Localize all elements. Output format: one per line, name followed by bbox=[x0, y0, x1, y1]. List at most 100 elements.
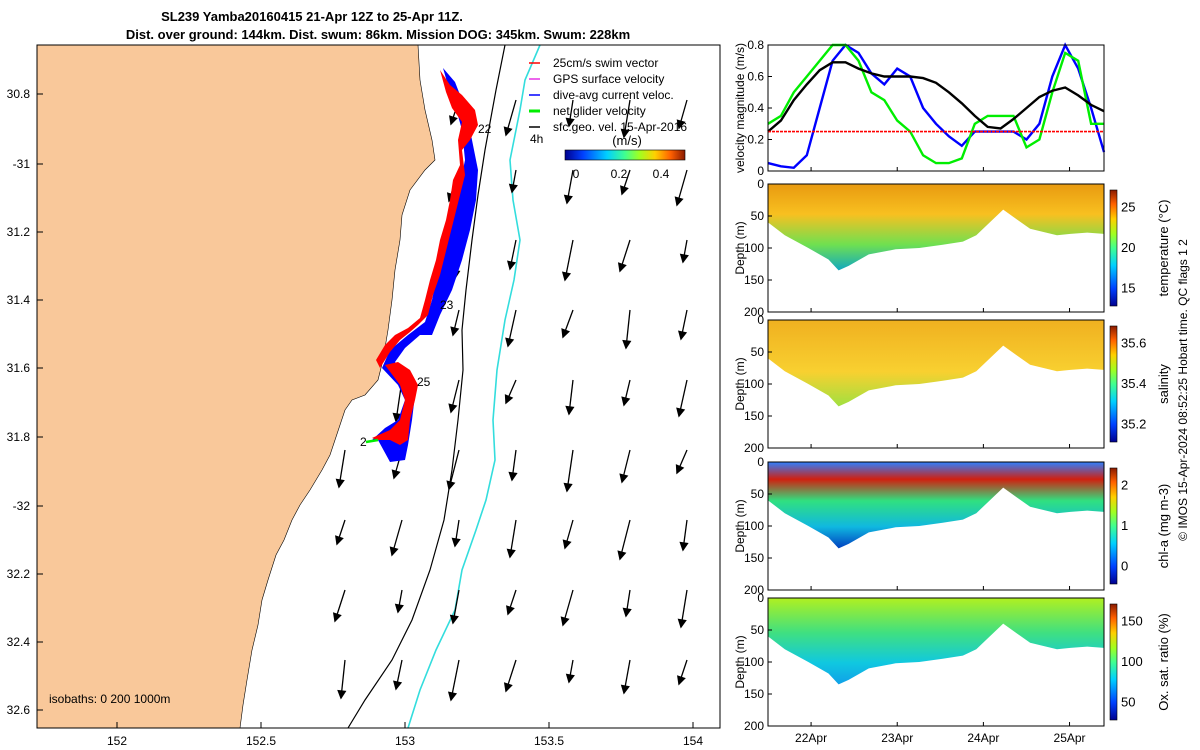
velocity-y-tick-label: 0.6 bbox=[747, 70, 764, 84]
map-x-tick-label: 152.5 bbox=[246, 734, 276, 748]
chl-a-section-panel: 0 50 100 150 200 Depth (m) 2 1 0 chl-a (mg m-3) bbox=[733, 455, 1171, 597]
current-arrow bbox=[674, 169, 688, 207]
isobaths-label: isobaths: 0 200 1000m bbox=[49, 692, 170, 706]
velocity-y-tick-label: 0.8 bbox=[747, 38, 764, 52]
map-y-tick-label: -32 bbox=[13, 499, 31, 513]
map-x-tick-label: 153 bbox=[395, 734, 415, 748]
current-arrow bbox=[506, 589, 517, 616]
oxygen-colorbar bbox=[1109, 603, 1118, 721]
salinity-colorbar-tick: 35.6 bbox=[1121, 335, 1146, 350]
velocity-series-line bbox=[767, 61, 1105, 133]
map-panel: 22 23 25 2 25cm/s swim vector GPS surfac… bbox=[7, 44, 721, 748]
current-arrow bbox=[677, 659, 688, 686]
net-glider-velocity-segment bbox=[365, 438, 379, 444]
isobath-200m-line bbox=[347, 44, 506, 729]
oxygen-colorbar-tick: 50 bbox=[1121, 695, 1135, 710]
geo-velocity-arrows bbox=[332, 99, 689, 702]
depth-tick-label: 0 bbox=[757, 313, 764, 327]
colorbar-tick-1: 0.2 bbox=[611, 167, 628, 181]
velocity-panel: 0 0.2 0.4 0.6 0.8 velocity magnitude (m/s) bbox=[733, 38, 1106, 178]
temperature-colorbar-tick: 15 bbox=[1121, 281, 1135, 296]
temperature-colorbar bbox=[1109, 189, 1118, 307]
current-arrow bbox=[335, 449, 346, 489]
legend-item-geo-velocity: sfc.geo. vel. 15-Apr-2016 bbox=[529, 120, 687, 134]
velocity-y-tick-label: 0.4 bbox=[747, 101, 764, 115]
depth-tick-label: 50 bbox=[751, 345, 765, 359]
chl-a-colorbar-tick: 1 bbox=[1121, 518, 1128, 533]
map-frame bbox=[36, 44, 721, 729]
section-x-tick-label: 25Apr bbox=[1054, 731, 1086, 745]
oxygen-section-fill bbox=[768, 598, 1104, 685]
swim-vector-region bbox=[376, 70, 478, 368]
current-arrow bbox=[507, 239, 517, 271]
current-arrow bbox=[450, 309, 460, 337]
current-arrow bbox=[449, 589, 460, 625]
current-arrow bbox=[446, 449, 460, 491]
current-arrow bbox=[563, 449, 574, 493]
colorbar-tick-0: 0 bbox=[573, 167, 580, 181]
depth-tick-label: 100 bbox=[744, 655, 764, 669]
swim-vector-region-south bbox=[372, 362, 418, 445]
dive-avg-current-region bbox=[372, 68, 478, 462]
velocity-series bbox=[767, 42, 1106, 170]
current-arrow bbox=[560, 589, 574, 627]
depth-tick-label: 150 bbox=[744, 687, 764, 701]
temperature-section-panel: 0 50 100 150 200 Depth (m) 25 20 15 temperature (… bbox=[733, 177, 1171, 319]
current-arrow bbox=[451, 519, 461, 548]
salinity-colorbar bbox=[1109, 325, 1118, 443]
glider-track: 22 23 25 2 bbox=[360, 68, 492, 462]
map-y-tick-label: 32.2 bbox=[7, 567, 31, 581]
current-arrow bbox=[332, 589, 346, 623]
salinity-section-panel: 0 50 100 150 200 Depth (m) 35.6 35.4 35.2 salinit… bbox=[733, 313, 1171, 455]
map-y-tick-label: 31.4 bbox=[7, 293, 31, 307]
figure-subtitle: Dist. over ground: 144km. Dist. swum: 86… bbox=[126, 27, 630, 42]
current-arrow bbox=[565, 379, 575, 416]
current-arrow bbox=[675, 449, 688, 475]
current-arrow bbox=[394, 589, 404, 614]
section-x-tick-label: 23Apr bbox=[881, 731, 913, 745]
chl-a-colorbar-tick: 2 bbox=[1121, 477, 1128, 492]
oxygen-colorbar-tick: 100 bbox=[1121, 654, 1143, 669]
current-arrow bbox=[448, 379, 460, 414]
depth-tick-label: 200 bbox=[744, 719, 764, 733]
current-arrow bbox=[505, 309, 517, 348]
current-arrow bbox=[503, 99, 517, 137]
temperature-colorbar-tick: 25 bbox=[1121, 199, 1135, 214]
legend-item-dive-avg-current: dive-avg current veloc. bbox=[529, 88, 674, 102]
depth-tick-label: 100 bbox=[744, 241, 764, 255]
map-x-tick-label: 152 bbox=[107, 734, 127, 748]
svg-text:net glider velocity: net glider velocity bbox=[553, 104, 646, 118]
current-arrow bbox=[335, 519, 346, 546]
current-arrow bbox=[563, 169, 574, 205]
depth-tick-label: 200 bbox=[744, 583, 764, 597]
svg-text:25cm/s swim vector: 25cm/s swim vector bbox=[553, 56, 658, 70]
depth-tick-label: 50 bbox=[751, 209, 765, 223]
current-arrow bbox=[503, 659, 517, 693]
current-arrow bbox=[508, 169, 518, 194]
velocity-axis-ticks: 0 0.2 0.4 0.6 0.8 bbox=[747, 38, 1071, 178]
section-x-tick-label: 22Apr bbox=[795, 731, 827, 745]
current-arrow bbox=[617, 239, 631, 273]
depth-tick-label: 0 bbox=[757, 455, 764, 469]
map-y-tick-label: 32.6 bbox=[7, 703, 31, 717]
current-arrow bbox=[393, 659, 403, 691]
map-y-tick-label: 31.8 bbox=[7, 430, 31, 444]
chl-a-depth-label: Depth (m) bbox=[733, 499, 747, 552]
velocity-y-tick-label: 0 bbox=[757, 164, 764, 178]
legend-item-net-glider: net glider velocity bbox=[529, 104, 646, 118]
current-arrow bbox=[621, 379, 631, 407]
salinity-section-fill bbox=[768, 320, 1104, 407]
map-x-tick-label: 154 bbox=[683, 734, 703, 748]
velocity-y-label: velocity magnitude (m/s) bbox=[733, 43, 747, 173]
chl-a-colorbar bbox=[1109, 467, 1118, 585]
oxygen-depth-label: Depth (m) bbox=[733, 635, 747, 688]
oxygen-colorbar-tick: 150 bbox=[1121, 613, 1143, 628]
depth-tick-label: 200 bbox=[744, 441, 764, 455]
temperature-section-fill bbox=[768, 184, 1104, 271]
depth-tick-label: 150 bbox=[744, 273, 764, 287]
map-y-tick-label: 30.8 bbox=[7, 87, 31, 101]
current-arrow bbox=[508, 449, 518, 482]
current-arrow bbox=[337, 659, 347, 700]
